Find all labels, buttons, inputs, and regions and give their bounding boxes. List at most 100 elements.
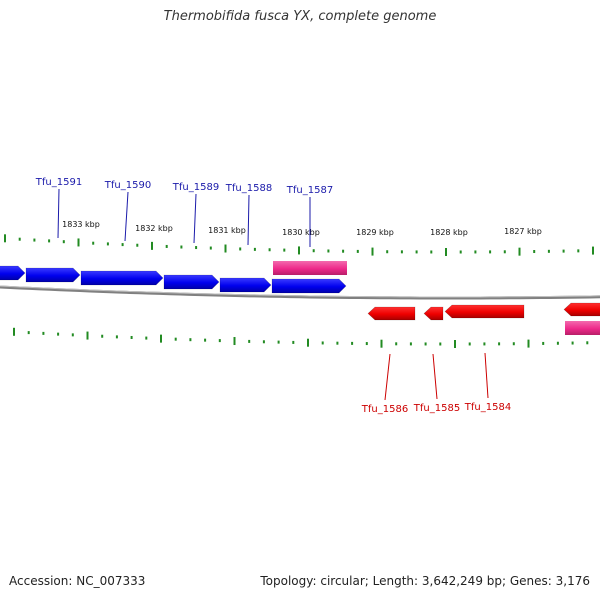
bottom-scale-minor-tick: [218, 339, 221, 343]
scale-label: 1830 kbp: [282, 228, 320, 237]
scale-label: 1829 kbp: [356, 228, 394, 237]
top-scale-minor-tick: [489, 250, 492, 254]
top-scale-minor-tick: [459, 250, 462, 254]
bottom-scale-major-tick: [86, 331, 89, 340]
top-scale-major-tick: [298, 246, 300, 255]
top-scale-major-tick: [518, 247, 521, 256]
gene-label[interactable]: Tfu_1585: [413, 403, 460, 414]
scale-label: 1827 kbp: [504, 227, 542, 236]
map-title: Thermobifida fusca YX, complete genome: [163, 9, 437, 24]
top-scale-minor-tick: [180, 245, 183, 249]
bottom-scale-minor-tick: [57, 332, 60, 336]
forward-gene-arrow[interactable]: [219, 277, 272, 293]
reverse-gene-arrow[interactable]: [367, 306, 416, 321]
reverse-gene-arrow[interactable]: [444, 304, 525, 319]
bottom-scale-minor-tick: [468, 342, 471, 346]
genome-backbone: [0, 285, 600, 300]
rna-feature-bar[interactable]: [565, 321, 600, 335]
gene-label-leader-line: [247, 194, 250, 246]
top-scale-minor-tick: [562, 249, 565, 253]
gene-label-leader-line: [124, 191, 129, 242]
bottom-scale-major-tick: [233, 337, 236, 346]
top-scale-minor-tick: [106, 242, 109, 246]
rna-feature-bar[interactable]: [273, 261, 347, 275]
bottom-scale-minor-tick: [145, 336, 148, 340]
bottom-scale-minor-tick: [556, 341, 559, 345]
reverse-gene-arrow[interactable]: [423, 306, 444, 321]
top-scale-minor-tick: [121, 243, 124, 247]
scale-label: 1833 kbp: [62, 220, 100, 229]
bottom-scale-major-tick: [454, 339, 456, 348]
bottom-scale-minor-tick: [71, 333, 74, 337]
bottom-scale-minor-tick: [204, 338, 207, 342]
genome-info-label: Topology: circular; Length: 3,642,249 bp…: [260, 574, 590, 588]
top-scale-major-tick: [371, 247, 374, 256]
bottom-scale-minor-tick: [321, 341, 324, 345]
scale-label: 1832 kbp: [135, 224, 173, 233]
top-scale-minor-tick: [92, 241, 95, 245]
bottom-scale-minor-tick: [189, 338, 192, 342]
top-scale-major-tick: [4, 234, 6, 243]
forward-gene-arrow[interactable]: [271, 278, 347, 294]
gene-label-leader-line: [193, 193, 197, 244]
bottom-scale-minor-tick: [27, 331, 30, 335]
top-scale-minor-tick: [33, 238, 36, 242]
top-scale-minor-tick: [18, 237, 21, 241]
top-scale-minor-tick: [503, 250, 506, 254]
top-scale-minor-tick: [474, 250, 477, 254]
bottom-scale-minor-tick: [571, 341, 574, 345]
top-scale-minor-tick: [283, 248, 286, 252]
gene-label[interactable]: Tfu_1586: [361, 404, 408, 415]
top-scale-minor-tick: [400, 250, 403, 254]
bottom-scale-major-tick: [527, 339, 530, 348]
top-scale-minor-tick: [386, 250, 389, 254]
bottom-scale-minor-tick: [586, 341, 589, 345]
top-scale-minor-tick: [327, 249, 330, 253]
top-scale-minor-tick: [430, 250, 433, 254]
top-scale-minor-tick: [356, 249, 359, 253]
bottom-scale-minor-tick: [115, 335, 118, 339]
top-scale-minor-tick: [165, 244, 168, 248]
gene-label[interactable]: Tfu_1590: [104, 180, 151, 191]
top-scale-minor-tick: [577, 249, 580, 253]
bottom-scale-minor-tick: [542, 341, 545, 345]
top-scale-minor-tick: [239, 247, 242, 251]
forward-gene-arrow[interactable]: [163, 274, 220, 290]
bottom-scale-minor-tick: [248, 339, 251, 343]
gene-label[interactable]: Tfu_1584: [464, 402, 511, 413]
bottom-scale-minor-tick: [277, 340, 280, 344]
top-scale-major-tick: [151, 241, 153, 250]
bottom-scale-minor-tick: [174, 337, 177, 341]
scale-label: 1831 kbp: [208, 226, 246, 235]
top-scale-minor-tick: [48, 239, 51, 243]
bottom-scale-minor-tick: [336, 341, 339, 345]
bottom-scale-minor-tick: [262, 340, 265, 344]
bottom-scale-minor-tick: [424, 342, 427, 346]
bottom-scale-minor-tick: [42, 331, 45, 335]
forward-gene-arrow[interactable]: [80, 270, 164, 286]
bottom-scale-minor-tick: [498, 342, 501, 346]
top-scale-minor-tick: [312, 249, 315, 253]
forward-gene-arrow[interactable]: [25, 267, 81, 283]
gene-label[interactable]: Tfu_1588: [225, 183, 272, 194]
top-scale-minor-tick: [547, 249, 550, 253]
forward-gene-arrow[interactable]: [0, 265, 26, 281]
gene-label[interactable]: Tfu_1589: [172, 182, 219, 193]
top-scale-major-tick: [224, 244, 227, 253]
bottom-scale-minor-tick: [395, 342, 398, 346]
reverse-gene-arrow[interactable]: [563, 302, 600, 317]
top-scale-minor-tick: [268, 248, 271, 252]
gene-label-leader-line: [57, 188, 60, 239]
accession-label: Accession: NC_007333: [9, 574, 146, 588]
bottom-scale-major-tick: [13, 327, 15, 336]
top-scale-minor-tick: [342, 249, 345, 253]
bottom-scale-minor-tick: [292, 340, 295, 344]
genome-backbone-highlight: [0, 285, 600, 298]
gene-label-leader-line: [432, 353, 438, 400]
bottom-scale-minor-tick: [512, 342, 515, 346]
top-scale-minor-tick: [62, 240, 65, 244]
bottom-scale-minor-tick: [351, 341, 354, 345]
gene-label[interactable]: Tfu_1591: [35, 177, 82, 188]
gene-label[interactable]: Tfu_1587: [286, 185, 333, 196]
